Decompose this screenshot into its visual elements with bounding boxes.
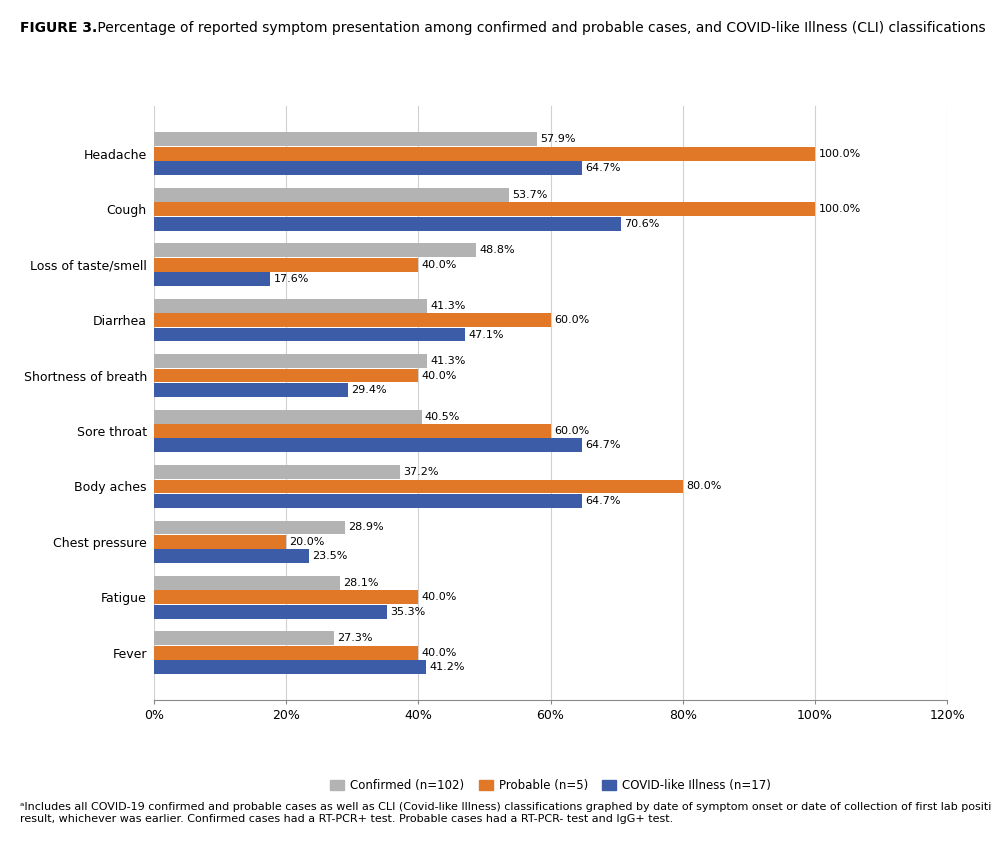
Bar xyxy=(154,632,334,645)
Text: 57.9%: 57.9% xyxy=(540,134,575,144)
Text: 28.9%: 28.9% xyxy=(348,522,384,532)
Text: 64.7%: 64.7% xyxy=(585,496,620,506)
Text: 64.7%: 64.7% xyxy=(585,441,620,451)
Text: 41.3%: 41.3% xyxy=(431,356,465,366)
Bar xyxy=(154,188,509,202)
Bar xyxy=(154,590,419,604)
Bar xyxy=(154,535,286,548)
Text: 41.3%: 41.3% xyxy=(431,301,465,311)
Text: 64.7%: 64.7% xyxy=(585,163,620,173)
Bar xyxy=(154,313,551,327)
Text: 40.0%: 40.0% xyxy=(422,648,457,658)
Bar xyxy=(154,646,419,660)
Bar xyxy=(154,368,419,383)
Bar xyxy=(154,147,815,160)
Bar xyxy=(154,410,422,424)
Text: 100.0%: 100.0% xyxy=(818,205,861,214)
Bar xyxy=(154,244,476,257)
Text: 47.1%: 47.1% xyxy=(468,329,504,340)
Bar xyxy=(154,202,815,216)
Bar xyxy=(154,216,621,231)
Text: 100.0%: 100.0% xyxy=(818,149,861,159)
Bar xyxy=(154,480,682,493)
Bar xyxy=(154,661,427,674)
Text: 37.2%: 37.2% xyxy=(403,467,438,477)
Bar xyxy=(154,549,310,563)
Text: 60.0%: 60.0% xyxy=(554,426,589,436)
Text: 60.0%: 60.0% xyxy=(554,315,589,325)
Bar xyxy=(154,438,581,453)
Legend: Confirmed (n=102), Probable (n=5), COVID-like Illness (n=17): Confirmed (n=102), Probable (n=5), COVID… xyxy=(325,774,776,797)
Text: 40.5%: 40.5% xyxy=(425,412,460,422)
Text: 53.7%: 53.7% xyxy=(512,190,548,200)
Text: ᵃIncludes all COVID-19 confirmed and probable cases as well as CLI (Covid-like I: ᵃIncludes all COVID-19 confirmed and pro… xyxy=(20,802,992,824)
Bar xyxy=(154,258,419,272)
Bar xyxy=(154,424,551,438)
Text: 17.6%: 17.6% xyxy=(274,274,309,284)
Text: 48.8%: 48.8% xyxy=(480,245,516,256)
Bar xyxy=(154,273,270,286)
Text: 35.3%: 35.3% xyxy=(391,607,426,616)
Text: 20.0%: 20.0% xyxy=(290,537,324,547)
Text: 80.0%: 80.0% xyxy=(686,481,721,492)
Bar xyxy=(154,465,400,479)
Text: 28.1%: 28.1% xyxy=(343,578,378,588)
Bar xyxy=(154,299,427,312)
Text: Percentage of reported symptom presentation among confirmed and probable cases, : Percentage of reported symptom presentat… xyxy=(93,21,986,35)
Text: FIGURE 3.: FIGURE 3. xyxy=(20,21,97,35)
Text: 40.0%: 40.0% xyxy=(422,370,457,380)
Text: 41.2%: 41.2% xyxy=(430,662,465,672)
Text: 40.0%: 40.0% xyxy=(422,593,457,602)
Bar xyxy=(154,383,348,396)
Bar xyxy=(154,494,581,508)
Text: 27.3%: 27.3% xyxy=(337,633,373,644)
Bar xyxy=(154,604,387,619)
Text: 70.6%: 70.6% xyxy=(624,219,660,228)
Bar xyxy=(154,161,581,175)
Bar xyxy=(154,328,465,341)
Bar xyxy=(154,132,537,146)
Text: 40.0%: 40.0% xyxy=(422,260,457,270)
Text: 23.5%: 23.5% xyxy=(312,551,348,561)
Bar xyxy=(154,576,339,590)
Text: 29.4%: 29.4% xyxy=(351,385,387,395)
Bar xyxy=(154,354,427,368)
Bar xyxy=(154,520,345,534)
